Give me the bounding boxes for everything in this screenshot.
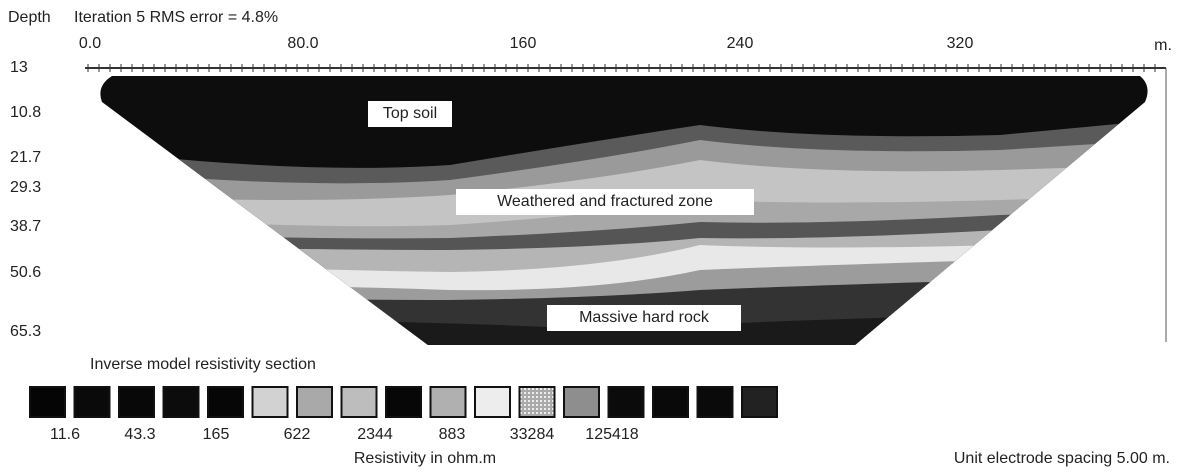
depth-label: 38.7 [10,218,41,235]
x-labels: 0.0 80.0 160 240 320 m. [79,35,1172,54]
swatch [518,386,556,418]
depth-label: 13 [10,59,28,76]
swatch [162,386,200,418]
depth-label: 50.6 [10,264,41,281]
label-box [368,101,452,127]
legend-swatches [29,386,778,418]
swatch [429,386,467,418]
swatch [563,386,600,418]
legend-label: 622 [284,426,311,443]
legend-label: 33284 [510,426,555,443]
swatch [474,386,511,418]
depth-label: 65.3 [10,323,41,340]
x-label: 0.0 [79,35,101,52]
x-label: 80.0 [287,35,318,52]
legend-title: Inverse model resistivity section [90,356,316,373]
swatch [118,386,155,418]
x-label: 240 [727,35,754,52]
legend-label: 43.3 [124,426,155,443]
swatch [652,386,689,418]
legend-label: 883 [439,426,466,443]
swatch [696,386,734,418]
ruler-ticks [87,64,1156,72]
swatch [296,386,333,418]
swatch [607,386,645,418]
swatch [251,386,289,418]
swatch [340,386,378,418]
swatch [29,386,66,418]
legend-label: 165 [203,426,230,443]
annotation: Top soil [383,105,437,122]
depth-label: 10.8 [10,104,41,121]
legend-label: 2344 [357,426,393,443]
legend-label: 125418 [585,426,638,443]
legend-caption: Resistivity in ohm.m [354,450,496,467]
annotation: Massive hard rock [579,309,710,326]
depth-label: 29.3 [10,179,41,196]
depth-label: 21.7 [10,149,41,166]
depth-header: Depth [8,9,51,26]
swatch [385,386,422,418]
depth-labels: 13 10.8 21.7 29.3 38.7 50.6 65.3 [10,59,41,340]
x-unit: m. [1154,37,1172,54]
label-box [547,305,741,331]
swatch [741,386,778,418]
legend-labels: 11.6 43.3 165 622 2344 883 33284 125418 [50,426,639,443]
legend-label: 11.6 [50,426,80,443]
label-box [456,189,754,215]
x-label: 320 [947,35,974,52]
swatch [73,386,111,418]
x-label: 160 [510,35,537,52]
title: Iteration 5 RMS error = 4.8% [74,9,278,26]
footer: Unit electrode spacing 5.00 m. [954,450,1170,467]
swatch [207,386,244,418]
annotation: Weathered and fractured zone [497,193,713,210]
